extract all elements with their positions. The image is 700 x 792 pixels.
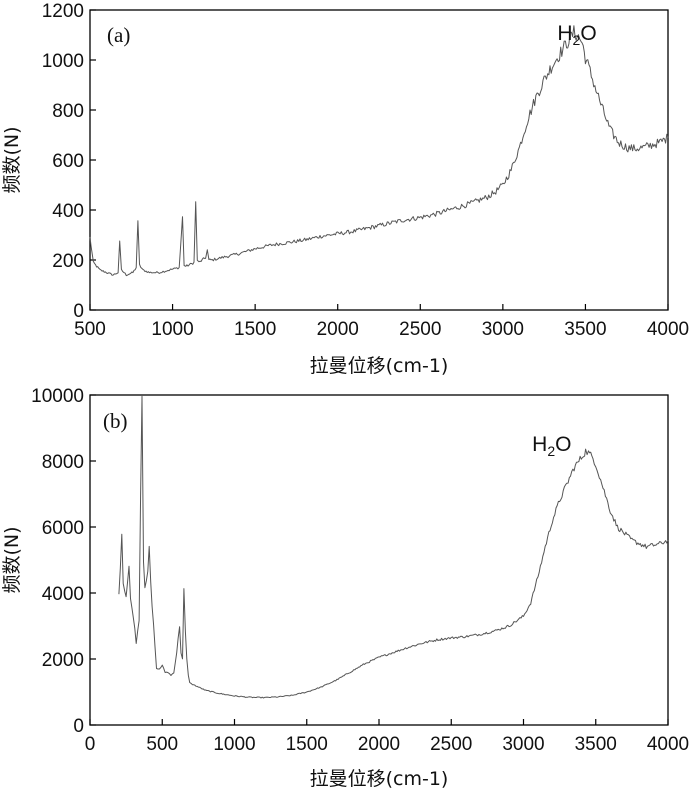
panel-b-x-tick-label: 1000	[213, 734, 255, 755]
panel-b-x-tick-label: 500	[146, 734, 178, 755]
panel-b-x-tick-label: 2500	[430, 734, 472, 755]
panel-a-x-tick-label: 500	[74, 319, 106, 340]
panel-b-y-tick-label: 0	[73, 716, 84, 737]
panel-a-y-axis-title: 频数(N)	[1, 126, 23, 193]
panel-b-x-tick-label: 3500	[575, 734, 617, 755]
panel-a-x-tick-label: 1000	[151, 319, 193, 340]
panel-b-y-ticks: 0 2000 4000 6000 8000 10000	[31, 386, 96, 737]
panel-b-x-tick-label: 1500	[286, 734, 328, 755]
panel-a-x-ticks: 500 1000 1500 2000 2500 3000 3500 4000	[74, 304, 689, 340]
panel-a-y-tick-label: 800	[52, 101, 84, 122]
panel-b-y-tick-label: 8000	[42, 452, 84, 473]
panel-a-x-tick-label: 2000	[317, 319, 359, 340]
panel-a-x-tick-label: 2500	[399, 319, 441, 340]
panel-b-plot-frame	[89, 394, 669, 726]
panel-a-x-tick-label: 3500	[564, 319, 606, 340]
panel-a-x-axis-title: 拉曼位移(cm-1)	[310, 355, 449, 377]
panel-b-x-axis-title: 拉曼位移(cm-1)	[310, 768, 449, 790]
panel-b-y-tick-label: 2000	[42, 650, 84, 671]
panel-b-y-tick-label: 4000	[42, 584, 84, 605]
panel-b-x-tick-label: 0	[85, 734, 96, 755]
panel-a-y-tick-label: 600	[52, 151, 84, 172]
panel-b-x-tick-label: 4000	[647, 734, 689, 755]
panel-a-x-tick-label: 4000	[647, 319, 689, 340]
panel-a-series	[89, 25, 669, 277]
panel-a-x-tick-label: 3000	[482, 319, 524, 340]
panel-a-y-ticks: 0 200 400 600 800 1000 1200	[42, 1, 96, 322]
panel-a-y-tick-label: 1000	[42, 51, 84, 72]
panel-a: 500 1000 1500 2000 2500 3000 3500 4000 0 200 400 6…	[1, 1, 689, 377]
panel-a-plot-frame	[89, 9, 669, 311]
panel-b-y-tick-label: 6000	[42, 518, 84, 539]
panel-b: 0 500 1000 1500 2000 2500 3000 3500 4000 0 2000 40…	[1, 386, 689, 790]
panel-b-y-tick-label: 10000	[31, 386, 84, 407]
panel-b-spectrum-line	[118, 395, 669, 699]
panel-b-x-tick-label: 3000	[502, 734, 544, 755]
panel-a-h2o-label: H2O	[557, 22, 596, 48]
panel-a-label: (a)	[107, 23, 130, 47]
panel-b-series	[118, 395, 669, 699]
panel-b-label: (b)	[103, 409, 128, 433]
panel-a-y-tick-label: 1200	[42, 1, 84, 22]
panel-a-y-tick-label: 0	[73, 301, 84, 322]
panel-a-y-tick-label: 200	[52, 251, 84, 272]
panel-b-y-axis-title: 频数(N)	[1, 526, 23, 593]
panel-b-h2o-label: H2O	[532, 433, 571, 459]
panel-b-x-ticks: 0 500 1000 1500 2000 2500 3000 3500 4000	[85, 719, 689, 755]
panel-b-x-tick-label: 2000	[358, 734, 400, 755]
panel-a-y-tick-label: 400	[52, 201, 84, 222]
panel-a-spectrum-line	[89, 25, 669, 277]
panel-a-x-tick-label: 1500	[234, 319, 276, 340]
